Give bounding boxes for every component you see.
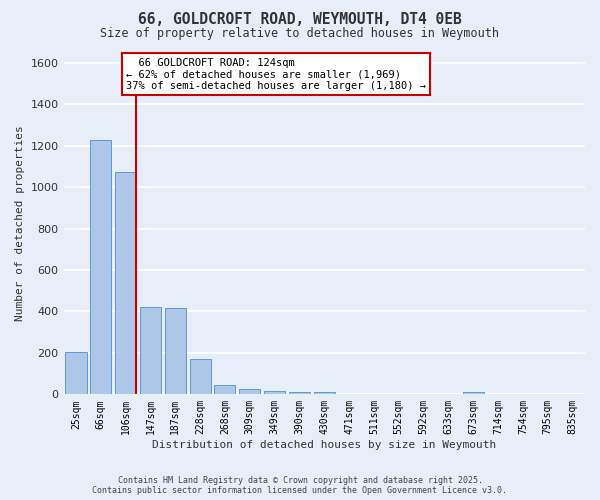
Text: Size of property relative to detached houses in Weymouth: Size of property relative to detached ho… (101, 28, 499, 40)
Bar (115, 172, 136, 394)
Text: Contains HM Land Registry data © Crown copyright and database right 2025.
Contai: Contains HM Land Registry data © Crown c… (92, 476, 508, 495)
Bar (264, 391, 285, 394)
Bar (289, 392, 310, 394)
Bar (314, 392, 335, 394)
Bar (214, 385, 235, 394)
Bar (65, 352, 86, 395)
X-axis label: Distribution of detached houses by size in Weymouth: Distribution of detached houses by size … (152, 440, 496, 450)
Bar (165, 308, 186, 394)
Bar (190, 359, 211, 394)
Text: 66, GOLDCROFT ROAD, WEYMOUTH, DT4 0EB: 66, GOLDCROFT ROAD, WEYMOUTH, DT4 0EB (138, 12, 462, 28)
Text: 66 GOLDCROFT ROAD: 124sqm  
← 62% of detached houses are smaller (1,969)
37% of : 66 GOLDCROFT ROAD: 124sqm ← 62% of detac… (126, 58, 426, 91)
Bar (239, 389, 260, 394)
Bar (90, 140, 112, 394)
Bar (463, 392, 484, 394)
Bar (140, 308, 161, 394)
Y-axis label: Number of detached properties: Number of detached properties (15, 126, 25, 322)
